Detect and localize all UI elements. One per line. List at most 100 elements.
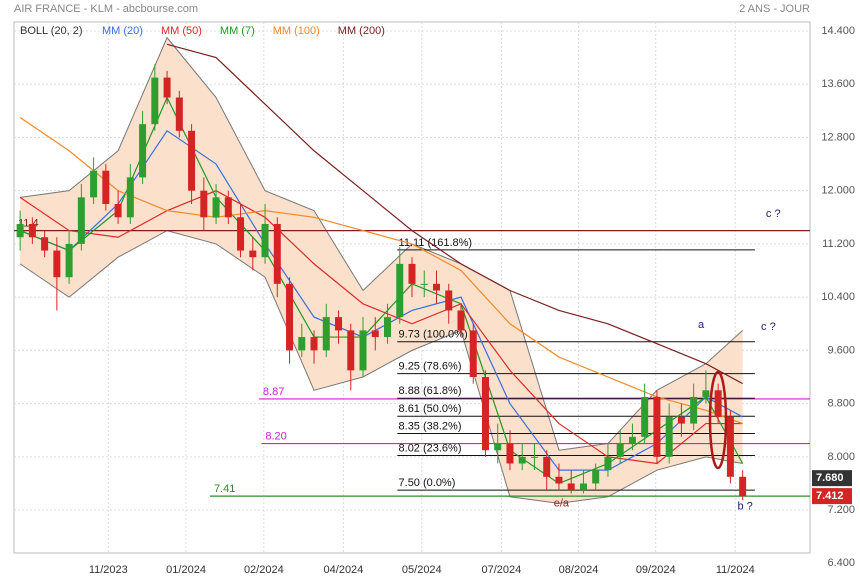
price-badge: [812, 488, 852, 505]
y-tick-label: 13.600: [821, 78, 855, 90]
candle-body: [445, 290, 453, 311]
band-lower: [19, 230, 743, 504]
candle-body: [102, 170, 110, 204]
candle-body: [139, 124, 147, 178]
y-tick-label: 8.000: [827, 451, 855, 463]
candle-body: [543, 456, 551, 477]
candle-body: [579, 483, 587, 491]
candle-body: [702, 390, 710, 397]
candle-body: [371, 330, 379, 338]
legend-label: MM (200): [338, 25, 385, 37]
y-tick-label: 12.800: [821, 131, 855, 143]
y-tick-label: 10.400: [821, 291, 855, 303]
band-upper: [20, 36, 743, 451]
candle-body: [114, 203, 122, 218]
candle-body: [555, 476, 563, 484]
candle-body: [200, 190, 208, 218]
candle-body: [714, 390, 722, 417]
fib-label: 8.35 (38.2%): [399, 420, 462, 432]
ma-line: [19, 116, 743, 425]
candle-body: [494, 443, 502, 451]
ma-line: [166, 43, 743, 385]
price-badge: [812, 470, 852, 487]
chart-title: AIR FRANCE - KLM - abcbourse.com: [14, 3, 198, 15]
x-tick-label: 11/2023: [89, 564, 128, 576]
y-tick-label: 7.200: [827, 504, 855, 516]
candle-body: [175, 97, 183, 131]
h-line-label: 8.87: [263, 386, 284, 398]
candle-body: [286, 283, 294, 351]
candle-body: [65, 243, 73, 278]
candle-body: [90, 170, 98, 198]
fib-label: 8.02 (23.6%): [399, 442, 462, 454]
candle-body: [273, 223, 281, 284]
price-badge-label: 7.680: [816, 472, 844, 484]
fib-label: 11.11 (161.8%): [399, 237, 473, 249]
highlight-ellipse: [708, 370, 728, 470]
candle-body: [16, 223, 24, 238]
legend-label: MM (20): [102, 25, 143, 37]
price-badge-label: 7.412: [816, 490, 844, 502]
y-tick-label: 8.800: [827, 398, 855, 410]
candle-body: [224, 197, 232, 218]
candle-body: [396, 263, 404, 318]
candle-body: [481, 376, 489, 451]
x-tick-label: 01/2024: [166, 564, 206, 576]
candle-body: [592, 470, 600, 484]
x-tick-label: 11/2024: [716, 564, 755, 576]
candle-body: [41, 237, 49, 251]
legend-label: BOLL (20, 2): [20, 25, 83, 37]
candle-body: [212, 197, 220, 218]
x-tick-label: 02/2024: [244, 564, 284, 576]
annotation: b ?: [737, 501, 752, 513]
candle-body: [690, 396, 698, 424]
candle-body: [335, 317, 343, 331]
candle-body: [469, 330, 477, 377]
candle-body: [53, 250, 61, 278]
fib-label: 7.50 (0.0%): [399, 477, 456, 489]
candle-body: [567, 483, 575, 491]
fib-label: 9.25 (78.6%): [399, 361, 462, 373]
candle-body: [151, 77, 159, 125]
y-tick-label: 14.400: [821, 25, 855, 37]
x-tick-label: 09/2024: [636, 564, 676, 576]
candle-body: [163, 77, 171, 98]
candle-body: [604, 456, 612, 471]
candle-body: [653, 396, 661, 457]
y-tick-label: 6.400: [827, 557, 855, 569]
candle-body: [726, 416, 734, 477]
candle-body: [261, 223, 269, 258]
fib-label: 9.73 (100.0%): [399, 329, 468, 341]
candle-body: [126, 177, 134, 218]
candle-body: [384, 317, 392, 338]
candle-body: [420, 283, 428, 285]
candle-body: [408, 263, 416, 284]
candle-body: [665, 416, 673, 457]
candle-body: [249, 250, 257, 258]
candle-body: [457, 310, 465, 331]
candle-body: [677, 416, 685, 424]
candle-body: [298, 337, 306, 351]
legend-label: MM (50): [161, 25, 202, 37]
annotation: c ?: [761, 321, 776, 333]
annotation: c ?: [766, 208, 781, 220]
candle-body: [506, 443, 514, 464]
x-tick-label: 07/2024: [482, 564, 522, 576]
candle-body: [310, 337, 318, 351]
legend-label: MM (7): [220, 25, 255, 37]
fib-label: 8.61 (50.0%): [399, 403, 462, 415]
candle-body: [188, 130, 196, 191]
h-line-label: 7.41: [214, 483, 235, 495]
x-tick-label: 08/2024: [559, 564, 599, 576]
candle-body: [628, 436, 636, 444]
candle-body: [739, 476, 747, 497]
x-tick-label: 05/2024: [402, 564, 442, 576]
annotation: e/a: [554, 497, 570, 509]
candle-body: [347, 330, 355, 371]
x-tick-label: 04/2024: [324, 564, 364, 576]
candle-body: [518, 456, 526, 464]
fib-label: 8.88 (61.8%): [399, 385, 462, 397]
h-line-label: 8.20: [265, 430, 286, 442]
annotation: a: [698, 319, 705, 331]
